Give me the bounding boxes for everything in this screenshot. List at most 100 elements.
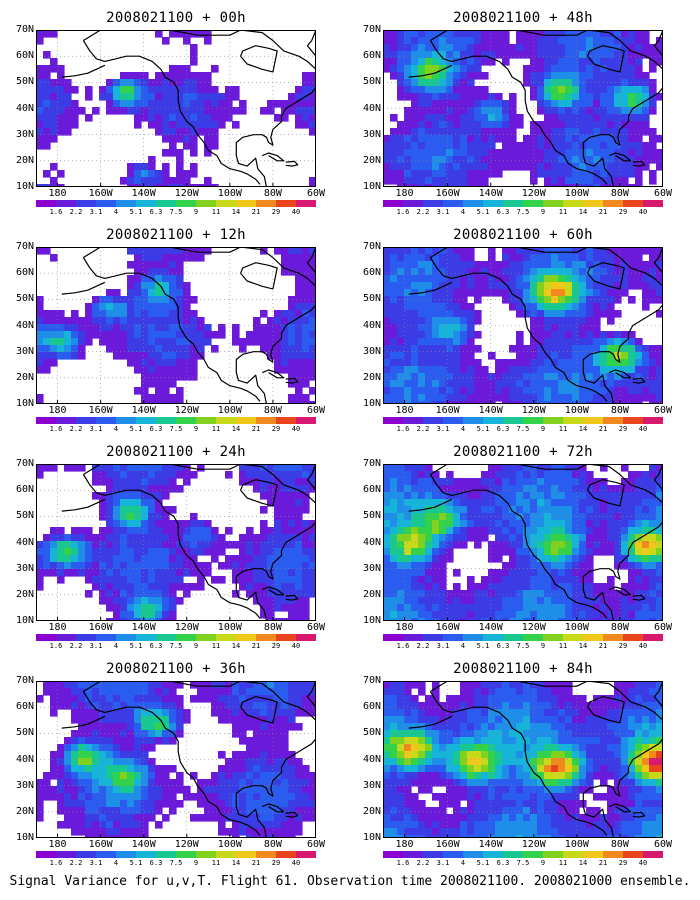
field-cell [621, 366, 629, 374]
field-cell [432, 156, 440, 164]
field-cell [204, 562, 212, 570]
field-cell [309, 373, 316, 381]
field-cell [516, 527, 524, 535]
field-cell [260, 709, 268, 717]
field-cell [474, 506, 482, 514]
field-cell [600, 387, 608, 395]
field-cell [565, 464, 573, 472]
field-cell [488, 506, 496, 514]
field-cell [390, 618, 398, 621]
field-cell [439, 506, 447, 514]
field-cell [57, 772, 65, 780]
field-cell [120, 681, 128, 689]
field-cell [390, 387, 398, 395]
field-cell [281, 821, 289, 829]
field-cell [390, 37, 398, 45]
field-cell [113, 464, 121, 472]
field-cell [523, 548, 531, 556]
field-cell [113, 709, 121, 717]
field-cell [134, 352, 142, 360]
colorbar-swatch [216, 851, 236, 858]
field-cell [113, 723, 121, 731]
field-cell [169, 611, 177, 619]
field-cell [418, 261, 426, 269]
field-cell [635, 534, 643, 542]
field-cell [281, 716, 289, 724]
field-cell [281, 100, 289, 108]
field-cell [162, 296, 170, 304]
field-cell [302, 534, 310, 542]
field-cell [537, 611, 545, 619]
field-cell [460, 121, 468, 129]
field-cell [628, 93, 636, 101]
field-cell [281, 499, 289, 507]
field-cell [302, 681, 310, 689]
field-cell [127, 282, 135, 290]
field-cell [404, 520, 412, 528]
field-cell [551, 590, 559, 598]
field-cell [453, 478, 461, 486]
field-cell [162, 338, 170, 346]
field-cell [127, 184, 135, 187]
field-cell [446, 555, 454, 563]
field-cell [488, 478, 496, 486]
field-cell [439, 555, 447, 563]
field-cell [57, 541, 65, 549]
field-cell [551, 562, 559, 570]
field-cell [85, 709, 93, 717]
field-cell [390, 541, 398, 549]
field-cell [481, 611, 489, 619]
field-cell [197, 93, 205, 101]
field-cell [621, 114, 629, 122]
field-cell [551, 247, 559, 255]
field-cell [141, 709, 149, 717]
field-cell [565, 254, 573, 262]
colorbar-swatch [443, 417, 463, 424]
field-cell [141, 765, 149, 773]
field-cell [197, 128, 205, 136]
field-cell [453, 58, 461, 66]
field-cell [281, 737, 289, 745]
field-cell [432, 163, 440, 171]
field-cell [218, 548, 226, 556]
field-cell [169, 254, 177, 262]
field-cell [551, 583, 559, 591]
field-cell [460, 128, 468, 136]
field-cell [502, 366, 510, 374]
field-cell [502, 37, 510, 45]
field-cell [50, 128, 58, 136]
field-cell [439, 387, 447, 395]
field-cell [113, 828, 121, 836]
field-cell [176, 268, 184, 276]
field-cell [649, 373, 657, 381]
field-cell [635, 254, 643, 262]
field-cell [383, 464, 391, 472]
field-cell [593, 177, 601, 185]
field-cell [432, 275, 440, 283]
field-cell [148, 611, 156, 619]
field-cell [460, 373, 468, 381]
field-cell [113, 527, 121, 535]
field-cell [586, 611, 594, 619]
field-cell [383, 324, 391, 332]
field-cell [425, 345, 433, 353]
field-cell [586, 359, 594, 367]
field-cell [155, 786, 163, 794]
field-cell [85, 548, 93, 556]
field-cell [383, 30, 391, 38]
field-cell [649, 44, 657, 52]
field-cell [635, 135, 643, 143]
field-cell [288, 765, 296, 773]
field-cell [411, 303, 419, 311]
field-cell [481, 86, 489, 94]
field-cell [460, 58, 468, 66]
field-cell [572, 86, 580, 94]
field-cell [106, 534, 114, 542]
field-cell [439, 583, 447, 591]
field-cell [453, 499, 461, 507]
field-cell [148, 576, 156, 584]
field-cell [537, 44, 545, 52]
field-cell [302, 359, 310, 367]
field-cell [600, 30, 608, 38]
field-cell [628, 44, 636, 52]
